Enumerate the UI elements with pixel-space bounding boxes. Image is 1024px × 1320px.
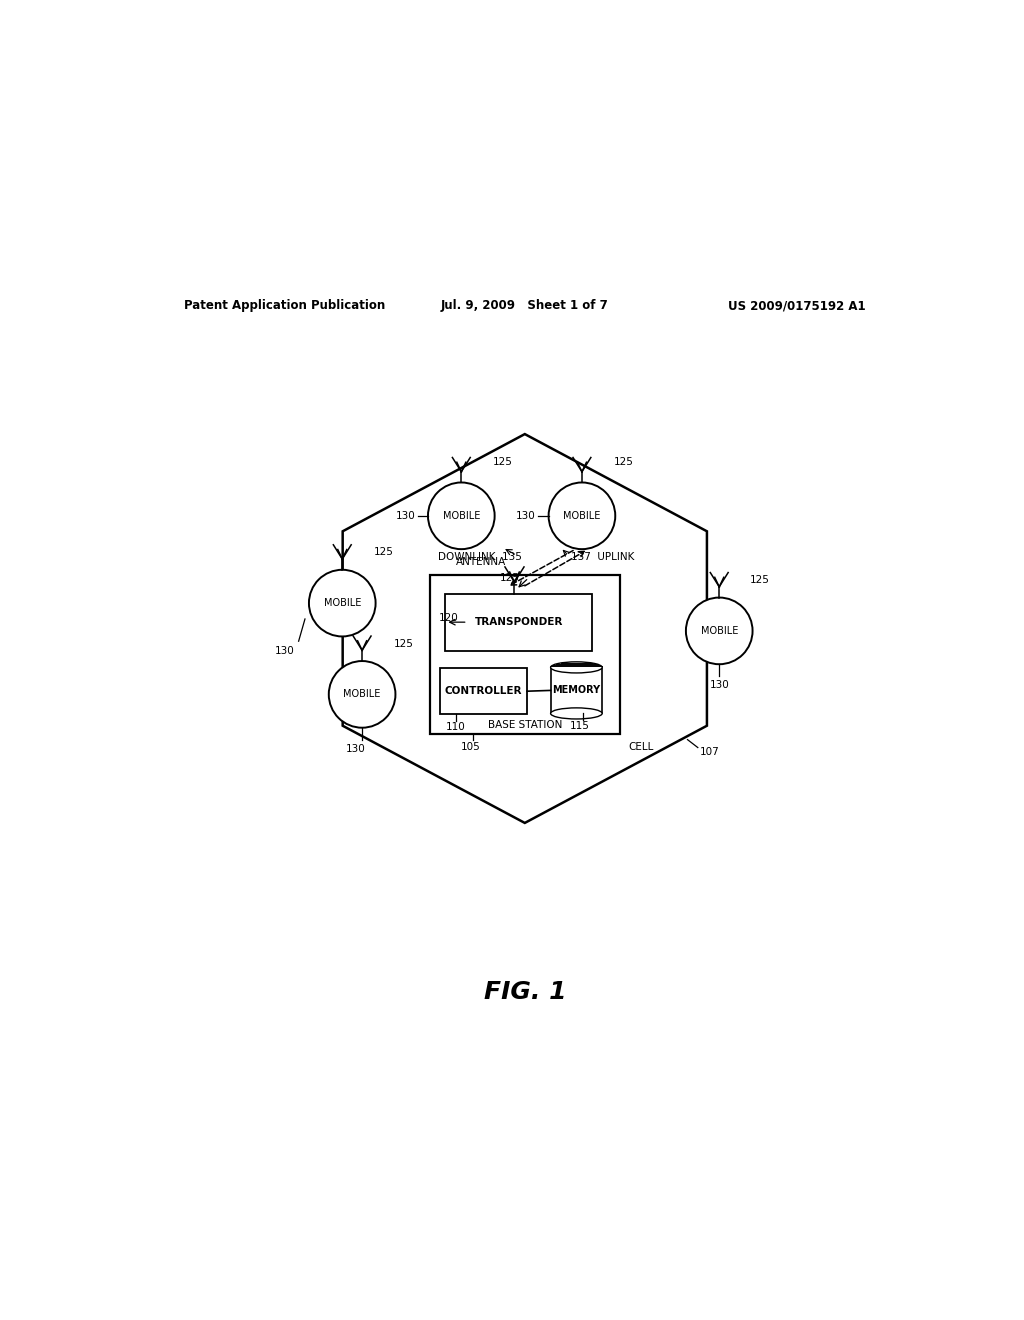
Text: DOWNLINK  135: DOWNLINK 135 [437, 552, 521, 562]
Text: US 2009/0175192 A1: US 2009/0175192 A1 [728, 300, 866, 312]
Text: MEMORY: MEMORY [552, 685, 600, 696]
Circle shape [686, 598, 753, 664]
Text: Patent Application Publication: Patent Application Publication [183, 300, 385, 312]
Text: 115: 115 [570, 721, 590, 731]
Text: 107: 107 [699, 747, 719, 758]
Text: 105: 105 [461, 742, 481, 752]
Circle shape [549, 483, 615, 549]
Polygon shape [551, 668, 602, 713]
Text: 137  UPLINK: 137 UPLINK [570, 552, 634, 562]
Text: CELL: CELL [628, 742, 653, 752]
Text: MOBILE: MOBILE [563, 511, 601, 521]
Text: FIG. 1: FIG. 1 [483, 979, 566, 1005]
Text: 130: 130 [346, 743, 366, 754]
Text: 125: 125 [394, 639, 414, 648]
Text: 110: 110 [446, 722, 466, 733]
Text: 130: 130 [395, 511, 416, 521]
Text: 130: 130 [274, 645, 295, 656]
Bar [445, 594, 592, 651]
Ellipse shape [551, 708, 602, 719]
Text: ANTENNA: ANTENNA [456, 557, 506, 566]
Text: 125: 125 [500, 573, 520, 582]
Text: BASE STATION: BASE STATION [487, 719, 562, 730]
Text: MOBILE: MOBILE [442, 511, 480, 521]
Text: 130: 130 [516, 511, 536, 521]
Bar [440, 668, 527, 714]
Text: 125: 125 [613, 457, 634, 467]
Text: TRANSPONDER: TRANSPONDER [475, 618, 563, 627]
Text: 125: 125 [494, 457, 513, 467]
Text: 125: 125 [374, 548, 394, 557]
Text: 130: 130 [710, 680, 729, 690]
Text: MOBILE: MOBILE [343, 689, 381, 700]
Bar [430, 576, 621, 734]
Circle shape [309, 570, 376, 636]
Text: MOBILE: MOBILE [324, 598, 360, 609]
Text: MOBILE: MOBILE [700, 626, 738, 636]
Text: 125: 125 [750, 576, 769, 585]
Text: CONTROLLER: CONTROLLER [444, 686, 522, 696]
Ellipse shape [551, 661, 602, 673]
Circle shape [329, 661, 395, 727]
Circle shape [428, 483, 495, 549]
Text: Jul. 9, 2009   Sheet 1 of 7: Jul. 9, 2009 Sheet 1 of 7 [441, 300, 608, 312]
Text: 120: 120 [439, 614, 459, 623]
